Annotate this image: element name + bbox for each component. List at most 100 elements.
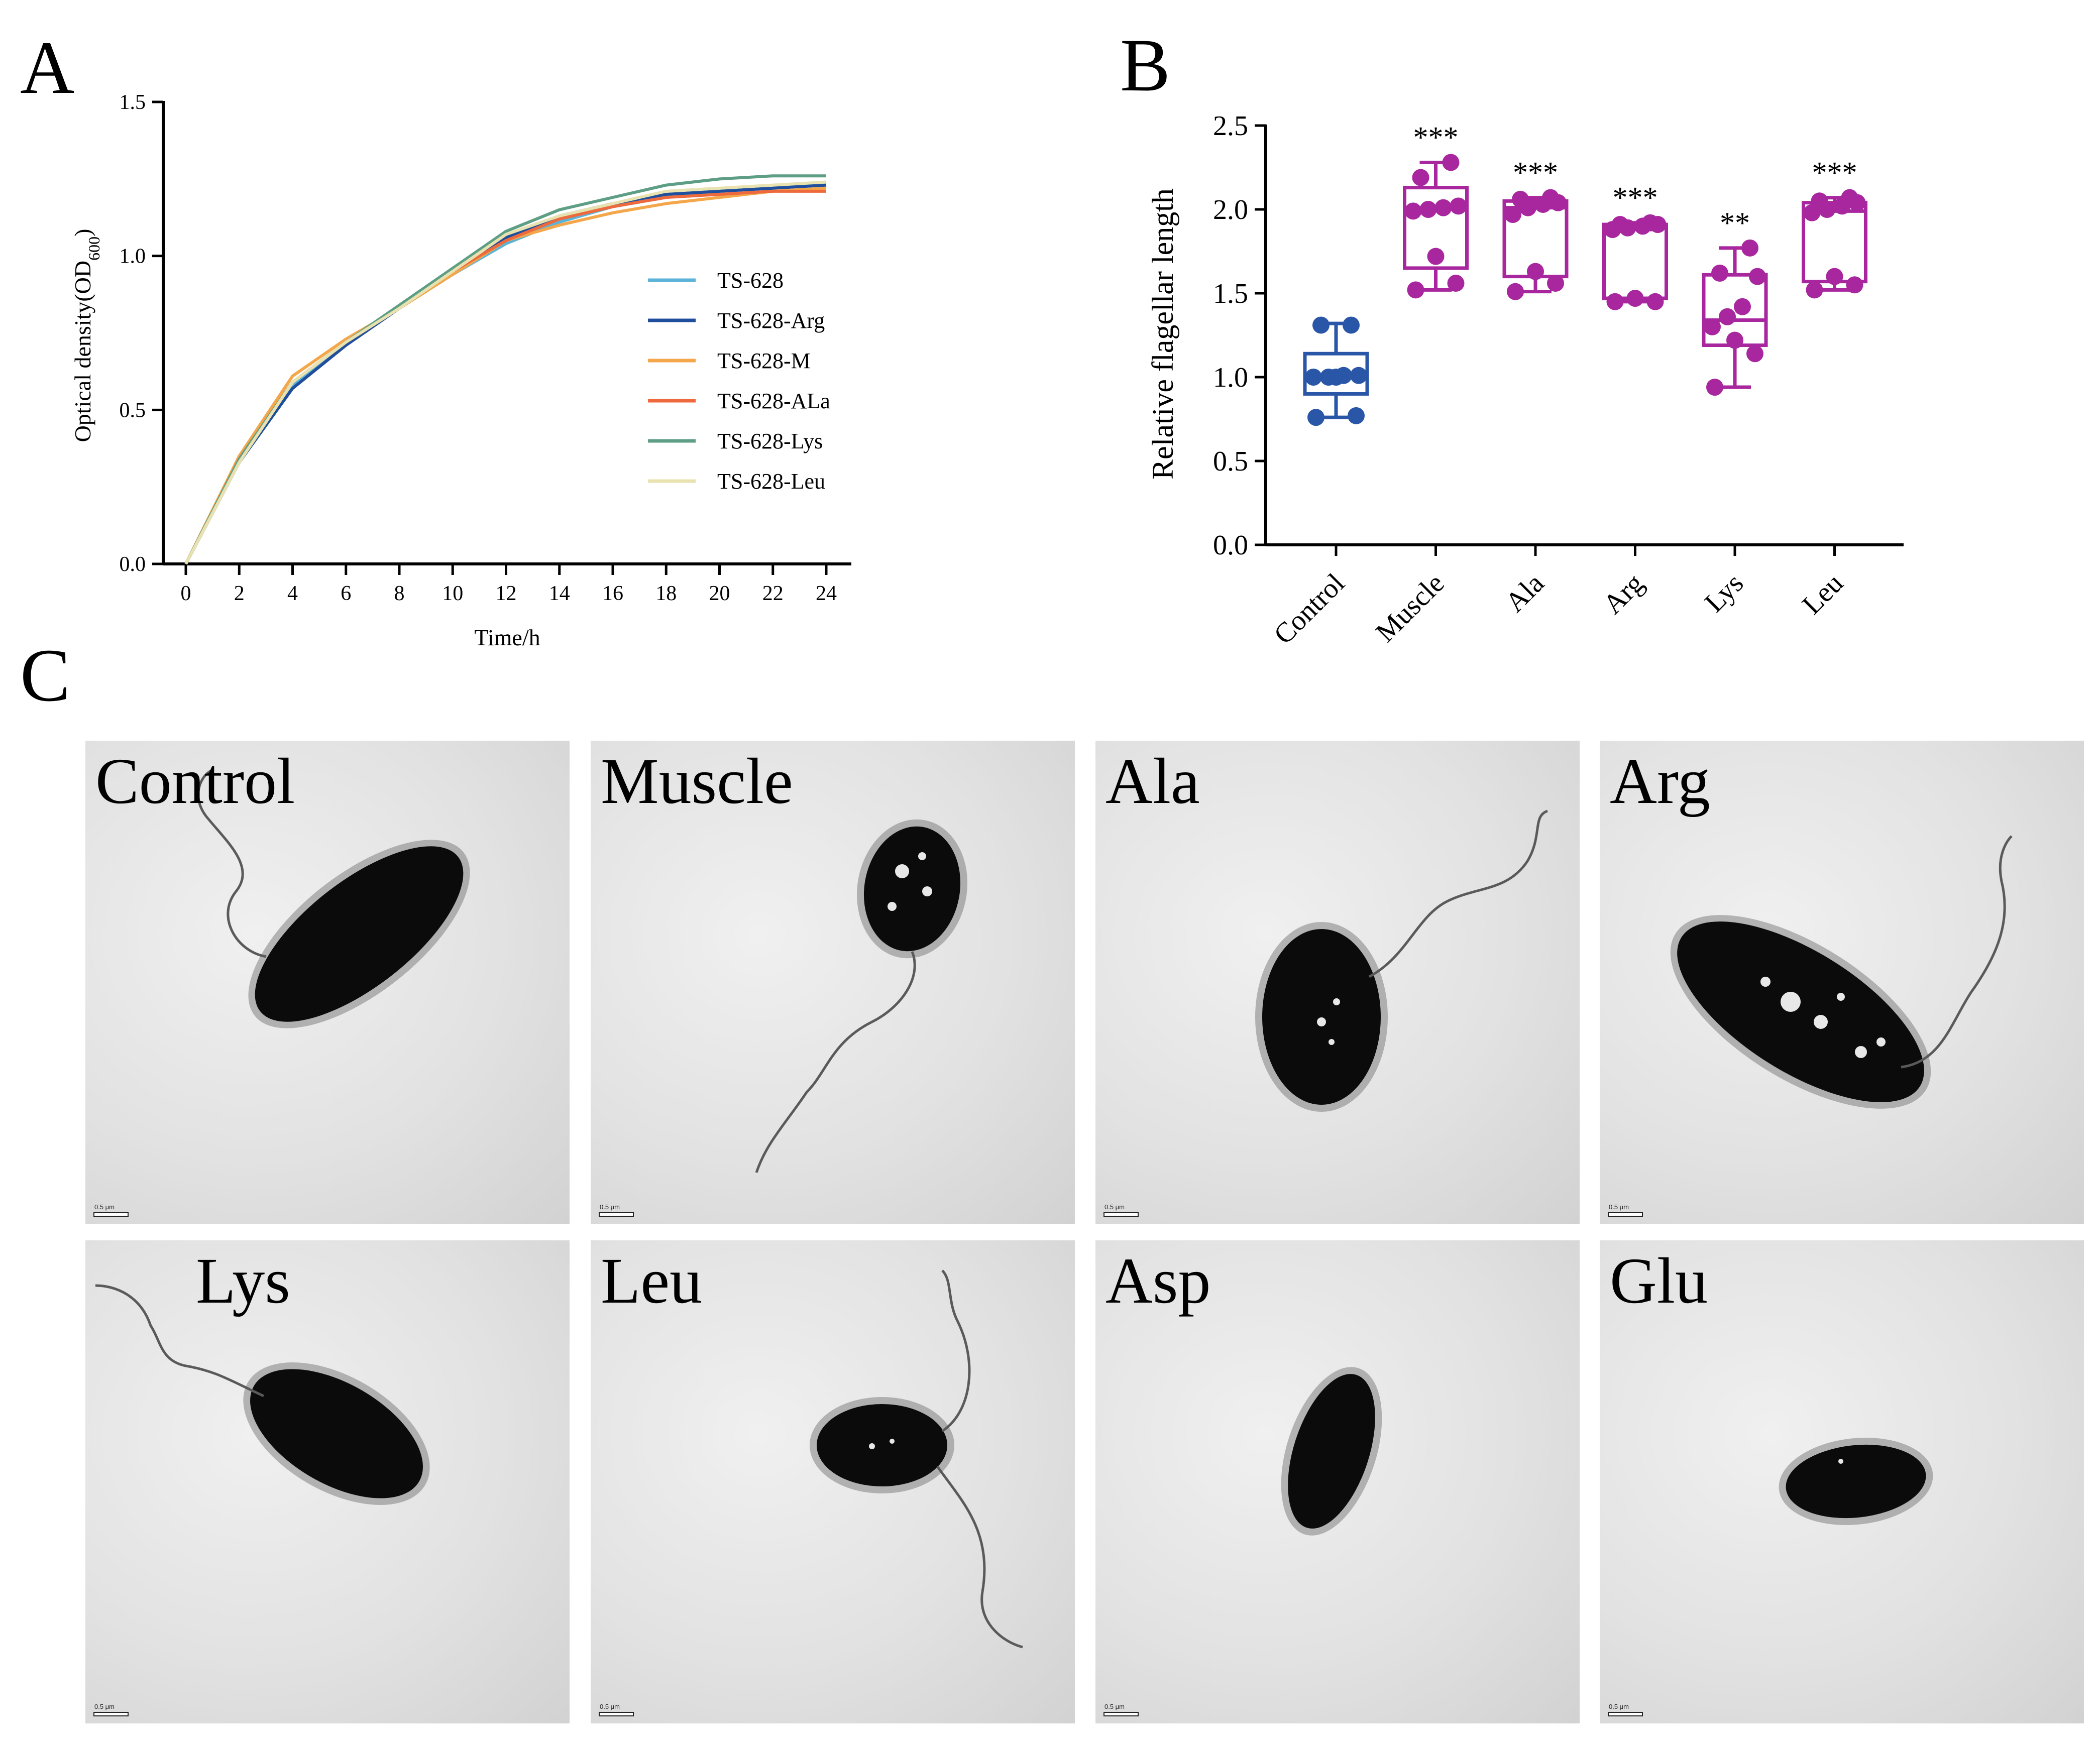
data-point [1741,239,1758,257]
x-tick-label: Arg [1597,567,1650,620]
x-tick-label: 14 [549,582,570,605]
data-point [1427,248,1445,265]
x-tick-label: 6 [341,582,351,605]
x-tick-label: 18 [655,582,677,605]
micrograph-label: Control [95,745,295,818]
series-line-ts-628-ala [184,189,826,565]
cell-body [250,1369,423,1498]
scale-bar: 0.5 μm [1103,1703,1139,1716]
micrograph-label: Glu [1610,1245,1708,1317]
y-tick-label: 0.5 [120,399,146,422]
scale-bar-label: 0.5 μm [1609,1203,1629,1211]
x-axis-title: Time/h [474,625,540,650]
significance-stars: *** [1613,181,1658,214]
cell-body [1288,1374,1375,1529]
bacterium-cell [248,840,470,1028]
cell-inclusion [895,864,909,878]
data-point [1826,268,1843,285]
y-tick-label: 1.0 [120,245,146,268]
y-tick-label: 1.5 [120,91,146,114]
data-point [1307,409,1324,426]
data-point [1719,308,1736,325]
cell-inclusion [1838,1459,1843,1464]
data-point [1450,197,1467,215]
scale-bar: 0.5 μm [1103,1203,1139,1217]
x-tick-label: 16 [602,582,623,605]
flagellum [936,1269,1023,1649]
y-tick-label: 2.5 [1213,110,1248,142]
data-point [1841,189,1858,206]
flagellum [755,951,916,1173]
cell-body [1786,1444,1926,1519]
legend-label: TS-628-Arg [717,308,825,333]
data-point [1746,345,1763,363]
cell-inclusion [1781,992,1801,1012]
micrograph-label: Ala [1106,745,1200,818]
data-point [1504,206,1521,223]
x-tick-label: 4 [287,582,298,605]
bacterium-cell [1281,1367,1382,1536]
bacterium-image [755,819,968,1173]
micrograph-panel-lys: Lys 0.5 μm [85,1240,570,1723]
panel-letter-a: A [20,26,75,109]
cell-inclusion [1876,1037,1886,1047]
data-point [1412,169,1429,186]
cell-inclusion [918,852,926,860]
cell-body [1262,929,1381,1105]
cell-inclusion [1317,1017,1326,1026]
data-point [1442,154,1460,171]
cell-body [863,826,961,952]
micrograph-panel-leu: Leu 0.5 μm [591,1240,1075,1723]
data-point [1734,298,1751,315]
bacterium-cell [1255,922,1388,1112]
significance-stars: ** [1720,206,1750,240]
data-point [1811,192,1828,210]
x-tick-label: 24 [816,582,837,605]
data-point [1312,316,1330,334]
cell-inclusion [1329,1039,1335,1045]
series-line-ts-628-leu [184,180,827,565]
scale-bar-label: 0.5 μm [1104,1203,1125,1211]
micrograph-panel-muscle: Muscle 0.5 μm [591,741,1075,1224]
data-point [1404,202,1422,220]
legend-label: TS-628 [717,268,784,293]
scale-bar-line [1608,1712,1643,1716]
box-iqr [1403,186,1469,270]
y-axis-title: Relative flagellar length [1146,188,1179,480]
x-tick-label: 22 [762,582,784,605]
data-point [1646,293,1664,310]
scale-bar-line [599,1712,634,1716]
micrograph-panel-ala: Ala 0.5 μm [1095,741,1580,1224]
data-point [1507,283,1524,300]
scale-bar-label: 0.5 μm [94,1203,115,1211]
bacterium-image [197,769,470,1028]
cell-inclusion [888,902,897,911]
data-point [1305,369,1322,386]
scale-bar-line [1608,1212,1643,1217]
x-tick-label: 12 [496,582,517,605]
data-point [1419,201,1437,218]
data-point [1447,274,1465,292]
scale-bar: 0.5 μm [599,1703,634,1716]
data-point [1606,293,1624,310]
significance-stars: *** [1812,156,1857,189]
flagellar-length-boxplot: 0.0 0.5 1.0 1.5 2.0 2.5 Control Muscle Ala Arg Lys… [1146,110,1904,650]
data-point [1527,263,1544,280]
data-point [1749,268,1766,285]
scale-bar: 0.5 μm [93,1203,129,1217]
y-tick-label: 1.0 [1213,362,1248,393]
x-tick-label: 10 [442,582,463,605]
legend-label: TS-628-M [717,349,811,373]
flagellum [95,1284,265,1398]
scale-bar-line [1103,1712,1139,1716]
data-point [1434,199,1452,216]
y-tick-label: 0.0 [120,553,146,576]
x-tick-label: Muscle [1370,567,1450,648]
bacterium-cell [243,1362,430,1505]
y-tick-label: 0.0 [1213,530,1248,561]
scale-bar: 0.5 μm [1608,1203,1643,1217]
scale-bar: 0.5 μm [599,1203,634,1217]
data-point [1706,379,1723,396]
data-point [1512,190,1529,208]
bacterium-cell [1670,915,1931,1109]
